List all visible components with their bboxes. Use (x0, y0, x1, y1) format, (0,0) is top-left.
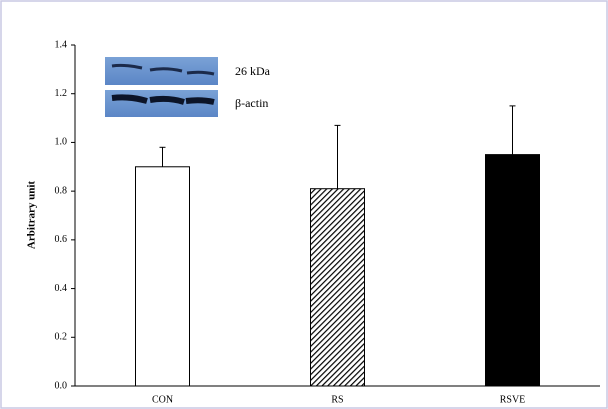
y-tick-label: 0.8 (55, 185, 68, 196)
y-tick-label: 1.4 (55, 39, 68, 50)
bar (311, 189, 365, 386)
bar (486, 155, 540, 386)
chart: 26 kDa β-actin Arbitrary unit 0.0 0.2 0.4 0… (0, 0, 608, 409)
y-tick-label: 0.0 (55, 380, 68, 391)
y-tick-label: 1.2 (55, 88, 68, 99)
y-tick-label: 0.4 (55, 283, 68, 294)
x-tick-label: RS (331, 394, 343, 405)
x-tick-label: CON (152, 394, 173, 405)
x-tick-label: RSVE (500, 394, 526, 405)
blot-inset (105, 57, 218, 117)
y-tick-label: 0.2 (55, 332, 68, 343)
y-tick-label: 1.0 (55, 137, 68, 148)
bar (136, 167, 190, 386)
y-axis-label: Arbitrary unit (26, 181, 38, 249)
y-tick-label: 0.6 (55, 234, 68, 245)
annotation: 26 kDa (235, 64, 271, 78)
annotation: β-actin (235, 96, 268, 110)
